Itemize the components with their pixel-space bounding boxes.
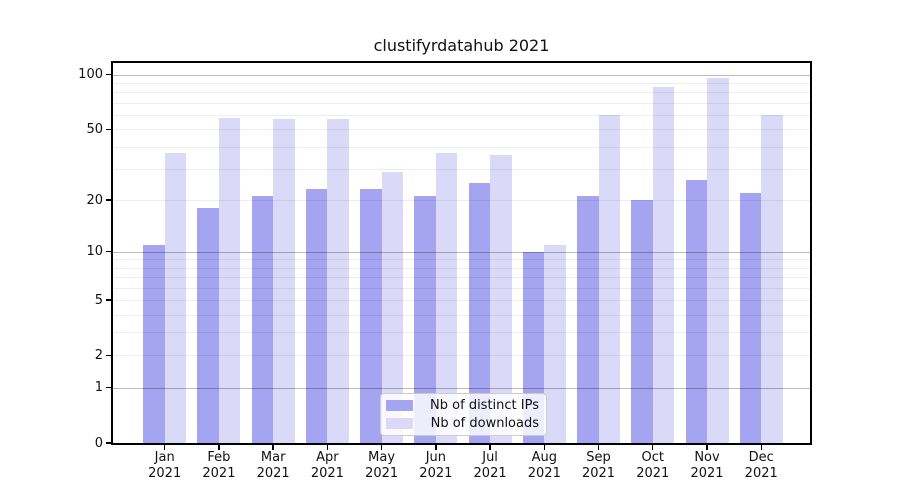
x-tick-label-aug: Aug 2021: [527, 450, 561, 481]
x-tick-mark-may: [380, 445, 383, 450]
x-tick-mark-apr: [326, 445, 329, 450]
bar-downloads-sep: [598, 115, 620, 443]
legend-swatch-downloads: [386, 418, 413, 429]
bar-distinct-ips-feb: [197, 208, 219, 443]
bar-distinct-ips-jul: [468, 183, 491, 443]
gridline-y-10: [113, 251, 810, 254]
gridline-y-5: [113, 300, 810, 301]
x-tick-mark-oct: [652, 445, 654, 450]
gridline-y-7: [113, 277, 810, 279]
gridline-y-80: [113, 92, 810, 94]
bar-downloads-oct: [652, 86, 675, 443]
bar-distinct-ips-oct: [631, 200, 653, 443]
y-tick-label-5: 5: [94, 292, 103, 308]
bar-distinct-ips-may: [360, 189, 382, 443]
bar-downloads-jan: [164, 152, 187, 443]
x-tick-mark-sep: [597, 445, 600, 450]
plot-area: [111, 61, 812, 445]
bar-downloads-dec: [761, 115, 783, 443]
gridline-y-9: [113, 259, 810, 261]
y-tick-mark-100: [106, 74, 111, 76]
legend: Nb of distinct IPs Nb of downloads: [380, 393, 547, 436]
gridline-y-100: [113, 74, 810, 77]
bar-distinct-ips-apr: [305, 189, 328, 443]
x-tick-label-mar: Mar 2021: [256, 450, 290, 481]
x-tick-mark-jul: [489, 445, 491, 450]
gridline-y-50: [113, 129, 810, 131]
bar-downloads-nov: [707, 78, 729, 443]
legend-item-downloads: Nb of downloads: [386, 415, 539, 432]
y-tick-mark-1: [106, 386, 111, 389]
legend-item-distinct-ips: Nb of distinct IPs: [386, 397, 539, 414]
y-tick-label-10: 10: [86, 244, 103, 260]
legend-label-downloads: Nb of downloads: [430, 416, 539, 431]
x-tick-mark-dec: [760, 445, 762, 450]
y-tick-label-0: 0: [94, 435, 103, 451]
x-tick-mark-jun: [435, 445, 437, 450]
bars-layer: [113, 63, 810, 443]
bar-distinct-ips-sep: [577, 196, 599, 443]
x-tick-label-feb: Feb 2021: [202, 450, 236, 481]
gridline-y-3: [113, 332, 810, 334]
gridline-y-70: [113, 102, 810, 104]
legend-swatch-distinct-ips: [386, 400, 413, 411]
gridline-y-1: [113, 387, 810, 390]
y-tick-mark-20: [106, 199, 111, 201]
x-tick-label-nov: Nov 2021: [690, 450, 724, 481]
bar-distinct-ips-jan: [143, 244, 165, 443]
gridline-y-20: [113, 200, 810, 202]
x-tick-label-oct: Oct 2021: [636, 450, 670, 481]
x-tick-mark-aug: [543, 445, 545, 450]
bar-downloads-apr: [327, 119, 349, 443]
x-tick-label-may: May 2021: [365, 450, 399, 481]
x-tick-label-apr: Apr 2021: [310, 450, 344, 481]
y-tick-label-1: 1: [94, 380, 103, 396]
bar-downloads-mar: [273, 119, 295, 443]
x-tick-label-sep: Sep 2021: [581, 450, 616, 481]
bar-distinct-ips-mar: [251, 196, 274, 443]
y-tick-label-20: 20: [86, 192, 103, 208]
y-tick-mark-2: [106, 354, 111, 357]
y-tick-label-2: 2: [94, 347, 103, 363]
gridline-y-60: [113, 115, 810, 116]
y-tick-mark-10: [106, 250, 111, 253]
gridline-y-40: [113, 146, 810, 148]
x-tick-label-jun: Jun 2021: [419, 450, 453, 481]
gridline-y-8: [113, 267, 810, 269]
gridline-y-2: [113, 355, 810, 357]
y-tick-mark-50: [106, 128, 111, 130]
x-tick-mark-nov: [706, 445, 708, 450]
bar-distinct-ips-jun: [414, 196, 436, 443]
gridline-y-4: [113, 314, 810, 316]
y-tick-label-100: 100: [78, 67, 103, 83]
gridlines-layer: [113, 63, 810, 443]
y-tick-mark-5: [106, 299, 111, 301]
legend-label-distinct-ips: Nb of distinct IPs: [430, 398, 539, 413]
x-tick-mark-feb: [218, 445, 220, 450]
gridline-y-90: [113, 83, 810, 85]
x-tick-mark-mar: [272, 445, 274, 450]
gridline-y-30: [113, 169, 810, 170]
bar-distinct-ips-nov: [685, 180, 707, 443]
x-tick-label-jul: Jul 2021: [473, 450, 507, 481]
y-tick-label-50: 50: [86, 121, 103, 137]
bar-downloads-feb: [218, 117, 241, 443]
y-tick-mark-0: [106, 442, 111, 444]
x-tick-label-dec: Dec 2021: [744, 450, 778, 481]
bar-distinct-ips-dec: [739, 192, 762, 443]
chart-title: clustifyrdatahub 2021: [373, 36, 550, 55]
bar-downloads-jul: [490, 154, 512, 443]
x-tick-label-jan: Jan 2021: [148, 450, 182, 481]
bar-downloads-may: [381, 171, 404, 443]
bar-downloads-aug: [544, 244, 566, 443]
bar-downloads-jun: [435, 152, 458, 443]
gridline-y-6: [113, 287, 810, 289]
x-tick-mark-jan: [164, 445, 166, 450]
